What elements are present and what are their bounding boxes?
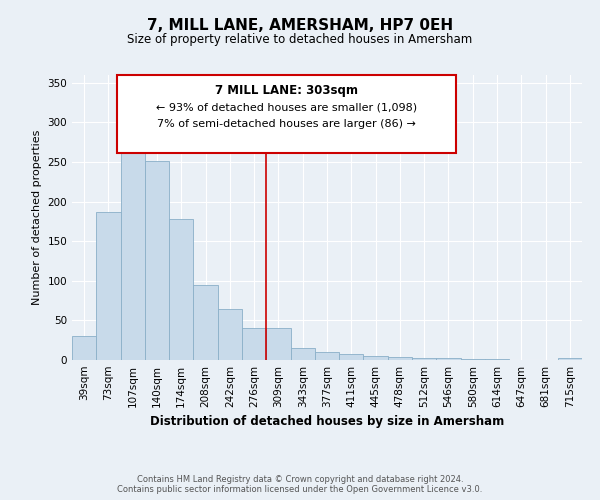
Bar	[169, 219, 193, 360]
Bar	[290, 348, 315, 360]
Bar	[364, 356, 388, 360]
Bar	[193, 285, 218, 360]
Text: Size of property relative to detached houses in Amersham: Size of property relative to detached ho…	[127, 32, 473, 46]
Bar	[266, 328, 290, 360]
Bar	[388, 357, 412, 360]
Text: 7 MILL LANE: 303sqm: 7 MILL LANE: 303sqm	[215, 84, 358, 97]
Y-axis label: Number of detached properties: Number of detached properties	[32, 130, 42, 305]
Bar	[121, 148, 145, 360]
Text: 7% of semi-detached houses are larger (86) →: 7% of semi-detached houses are larger (8…	[157, 119, 416, 129]
Text: ← 93% of detached houses are smaller (1,098): ← 93% of detached houses are smaller (1,…	[156, 102, 417, 113]
Text: 7, MILL LANE, AMERSHAM, HP7 0EH: 7, MILL LANE, AMERSHAM, HP7 0EH	[147, 18, 453, 32]
Bar	[145, 162, 169, 360]
Bar	[485, 359, 509, 360]
Text: Contains HM Land Registry data © Crown copyright and database right 2024.: Contains HM Land Registry data © Crown c…	[137, 475, 463, 484]
X-axis label: Distribution of detached houses by size in Amersham: Distribution of detached houses by size …	[150, 416, 504, 428]
Bar	[339, 354, 364, 360]
Bar	[242, 328, 266, 360]
Bar	[72, 336, 96, 360]
Bar	[461, 359, 485, 360]
Bar	[96, 212, 121, 360]
Bar	[412, 358, 436, 360]
Bar	[315, 352, 339, 360]
Bar	[218, 308, 242, 360]
Bar	[558, 358, 582, 360]
Text: Contains public sector information licensed under the Open Government Licence v3: Contains public sector information licen…	[118, 485, 482, 494]
Bar	[436, 358, 461, 360]
